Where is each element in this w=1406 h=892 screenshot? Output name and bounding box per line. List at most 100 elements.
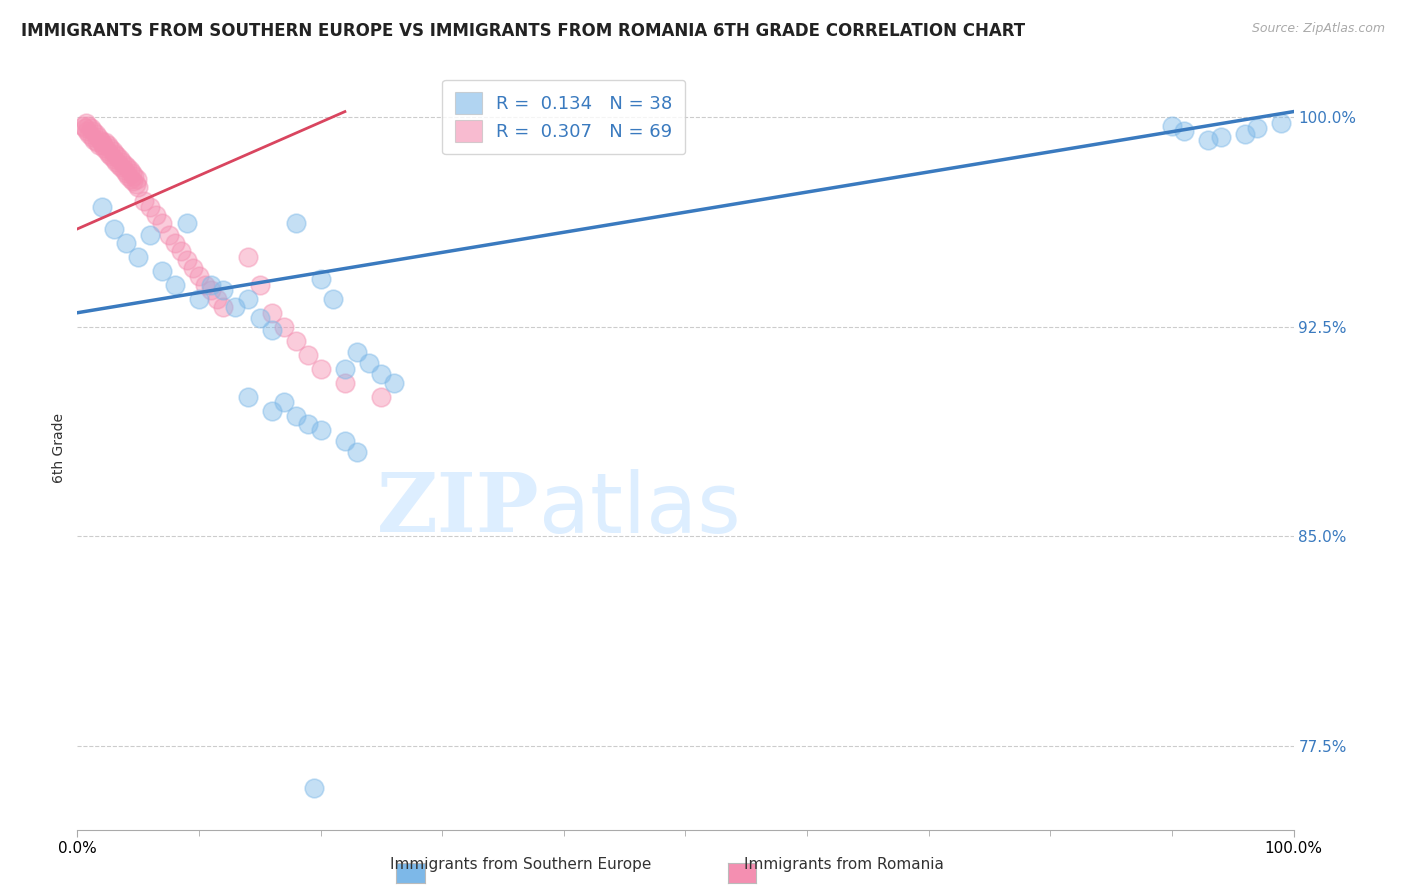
Point	[273, 319, 295, 334]
Point	[1246, 121, 1268, 136]
Point	[75, 116, 97, 130]
Point	[82, 124, 104, 138]
Point	[114, 158, 136, 172]
Point	[1197, 132, 1219, 146]
Point	[236, 390, 259, 404]
Point	[112, 163, 135, 178]
Point	[1233, 127, 1256, 141]
Point	[83, 132, 105, 146]
Point	[176, 216, 198, 230]
Text: Source: ZipAtlas.com: Source: ZipAtlas.com	[1251, 22, 1385, 36]
Point	[285, 334, 308, 348]
Point	[163, 235, 186, 250]
Point	[333, 434, 356, 449]
Point	[104, 146, 127, 161]
Point	[105, 154, 128, 169]
Point	[346, 445, 368, 459]
Point	[103, 152, 125, 166]
Point	[76, 124, 98, 138]
Point	[107, 158, 129, 172]
Point	[134, 194, 156, 208]
Point	[359, 356, 381, 370]
Y-axis label: 6th Grade: 6th Grade	[52, 413, 66, 483]
Point	[124, 169, 146, 183]
Point	[93, 141, 115, 155]
Point	[200, 277, 222, 292]
Point	[107, 149, 129, 163]
Point	[72, 119, 94, 133]
Point	[297, 417, 319, 432]
Point	[249, 311, 271, 326]
Point	[1270, 116, 1292, 130]
Point	[224, 300, 246, 314]
Point	[333, 376, 356, 390]
Point	[127, 250, 149, 264]
Point	[115, 166, 138, 180]
Point	[260, 306, 283, 320]
Point	[110, 161, 132, 175]
Point	[163, 277, 186, 292]
Point	[212, 300, 235, 314]
Point	[333, 361, 356, 376]
Point	[309, 361, 332, 376]
Point	[103, 222, 125, 236]
Point	[1209, 129, 1232, 144]
Point	[346, 344, 368, 359]
Point	[80, 121, 103, 136]
Point	[73, 121, 96, 136]
Point	[84, 127, 107, 141]
Text: Immigrants from Southern Europe: Immigrants from Southern Europe	[389, 857, 651, 872]
Point	[89, 132, 111, 146]
Point	[77, 119, 100, 133]
Point	[79, 127, 101, 141]
Point	[94, 136, 117, 150]
Point	[1161, 119, 1184, 133]
Point	[90, 200, 112, 214]
Text: IMMIGRANTS FROM SOUTHERN EUROPE VS IMMIGRANTS FROM ROMANIA 6TH GRADE CORRELATION: IMMIGRANTS FROM SOUTHERN EUROPE VS IMMIG…	[21, 22, 1025, 40]
Point	[139, 227, 162, 242]
Point	[370, 368, 392, 382]
Point	[309, 272, 332, 286]
Point	[236, 292, 259, 306]
Point	[98, 141, 121, 155]
Text: atlas: atlas	[540, 468, 741, 549]
Point	[322, 292, 344, 306]
Point	[285, 216, 308, 230]
Text: Immigrants from Romania: Immigrants from Romania	[744, 857, 943, 872]
Point	[118, 163, 141, 178]
Point	[97, 138, 120, 153]
Point	[370, 390, 392, 404]
Point	[260, 403, 283, 417]
Legend: R =  0.134   N = 38, R =  0.307   N = 69: R = 0.134 N = 38, R = 0.307 N = 69	[443, 79, 685, 154]
Point	[152, 216, 174, 230]
Point	[115, 235, 138, 250]
Point	[200, 284, 222, 298]
Point	[1173, 124, 1195, 138]
Point	[115, 161, 138, 175]
Point	[127, 180, 149, 194]
Point	[100, 149, 122, 163]
Point	[273, 395, 295, 409]
Point	[152, 264, 174, 278]
Point	[188, 292, 211, 306]
Point	[111, 154, 134, 169]
Point	[121, 166, 143, 180]
Point	[87, 129, 110, 144]
Point	[304, 780, 326, 795]
Point	[212, 284, 235, 298]
Point	[236, 250, 259, 264]
Point	[97, 146, 120, 161]
Point	[108, 152, 131, 166]
Point	[91, 138, 114, 153]
Point	[170, 244, 193, 259]
Point	[86, 136, 108, 150]
Point	[309, 423, 332, 437]
Point	[285, 409, 308, 423]
Point	[120, 171, 142, 186]
Point	[194, 277, 217, 292]
Point	[181, 260, 204, 275]
Point	[297, 348, 319, 362]
Point	[125, 178, 148, 192]
Point	[139, 200, 162, 214]
Text: ZIP: ZIP	[377, 469, 540, 549]
